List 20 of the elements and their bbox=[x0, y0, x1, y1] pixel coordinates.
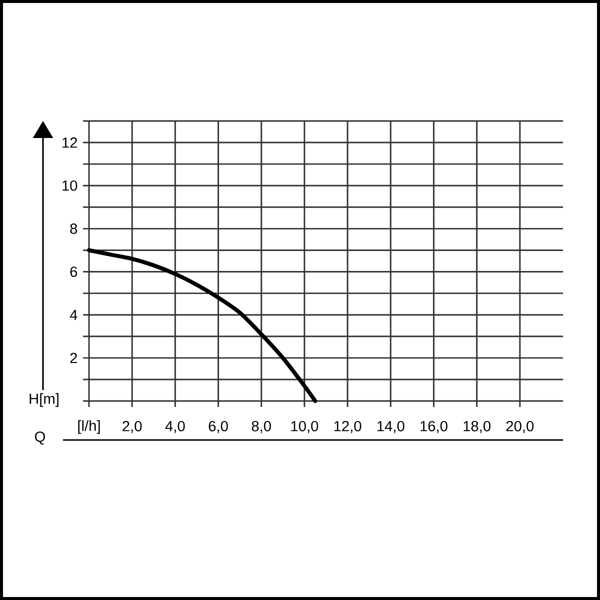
y-tick-label: 4 bbox=[70, 310, 78, 320]
x-tick-label: 2,0 bbox=[122, 420, 142, 434]
y-tick-label: 8 bbox=[70, 224, 78, 234]
y-tick-label: 6 bbox=[70, 266, 78, 277]
x-tick-label: 20,0 bbox=[506, 420, 534, 434]
x-tick-label: 12,0 bbox=[334, 420, 362, 434]
x-tick-label: 8,0 bbox=[252, 420, 271, 434]
x-tick-label: 18,0 bbox=[464, 420, 491, 434]
x-tick-label: [l/h] bbox=[78, 420, 100, 434]
y-tick-label: 10 bbox=[62, 180, 78, 191]
y-tick-label: 2 bbox=[70, 352, 77, 364]
y-axis-title: H[m] bbox=[30, 393, 58, 407]
line-series bbox=[87, 248, 318, 403]
x-tick-label: 6,0 bbox=[208, 420, 228, 434]
x-tick-label: 10,0 bbox=[291, 420, 318, 434]
x-tick-label: 14,0 bbox=[377, 420, 404, 434]
x-axis-title: Q bbox=[34, 432, 45, 444]
x-tick-label: 16,0 bbox=[420, 420, 448, 434]
y-tick-label: 12 bbox=[62, 137, 77, 148]
x-tick-label: 4,0 bbox=[165, 420, 185, 434]
